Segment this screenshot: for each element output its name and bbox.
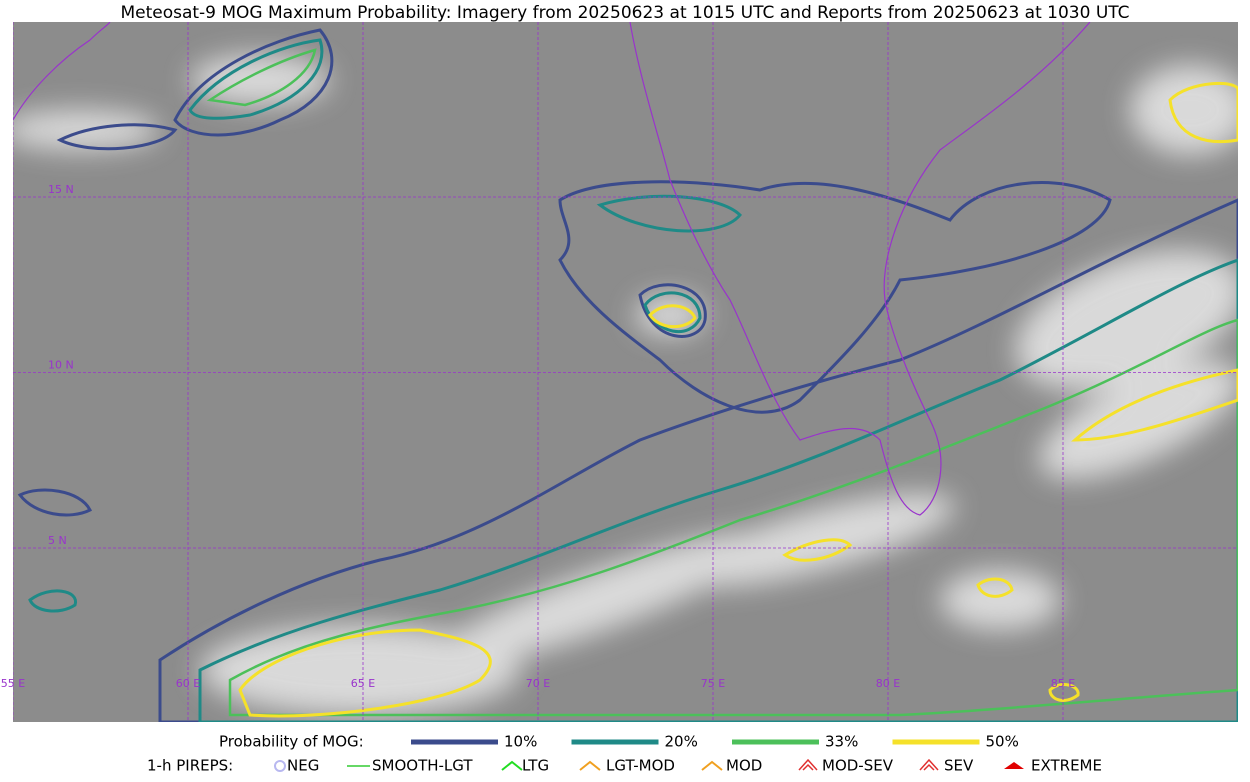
longitude-label: 80 E (876, 677, 900, 690)
latitude-label: 15 N (48, 183, 74, 196)
pirep-icon (1004, 762, 1024, 769)
longitude-label: 60 E (176, 677, 200, 690)
coastline (13, 22, 111, 121)
pirep-icon (579, 760, 601, 771)
pirep-icon (798, 758, 818, 771)
latitude-label: 10 N (48, 359, 74, 372)
coastline (629, 22, 1091, 516)
map: 15 N 10 N 5 N (13, 22, 1238, 722)
pirep-label: SMOOTH-LGT (372, 757, 473, 775)
latitude-label: 5 N (48, 534, 67, 547)
legend-label: 33% (825, 733, 858, 751)
graticule: 15 N 10 N 5 N (13, 22, 1238, 722)
longitude-label: 65 E (351, 677, 375, 690)
pirep-label: LGT-MOD (606, 757, 675, 775)
longitude-label: 75 E (701, 677, 725, 690)
longitude-label: 85 E (1051, 677, 1075, 690)
longitude-label: 70 E (526, 677, 550, 690)
pirep-label: SEV (944, 757, 974, 775)
legend-label: 10% (504, 733, 537, 751)
title: Meteosat-9 MOG Maximum Probability: Imag… (120, 3, 1129, 23)
pirep-label: NEG (287, 757, 319, 775)
pirep-label: LTG (522, 757, 549, 775)
longitude-label: 55 E (1, 677, 25, 690)
pirep-label: MOD (726, 757, 762, 775)
legend-label: 20% (665, 733, 698, 751)
legend-label: 50% (986, 733, 1019, 751)
pirep-icon (701, 760, 723, 771)
pirep-label: EXTREME (1031, 757, 1102, 775)
pirep-icon (274, 760, 286, 772)
pirep-icon (919, 758, 939, 771)
legend-title: Probability of MOG: (219, 733, 364, 751)
pirep-label: MOD-SEV (822, 757, 894, 775)
pireps-title: 1-h PIREPS: (147, 757, 233, 775)
pirep-icon (501, 760, 523, 771)
